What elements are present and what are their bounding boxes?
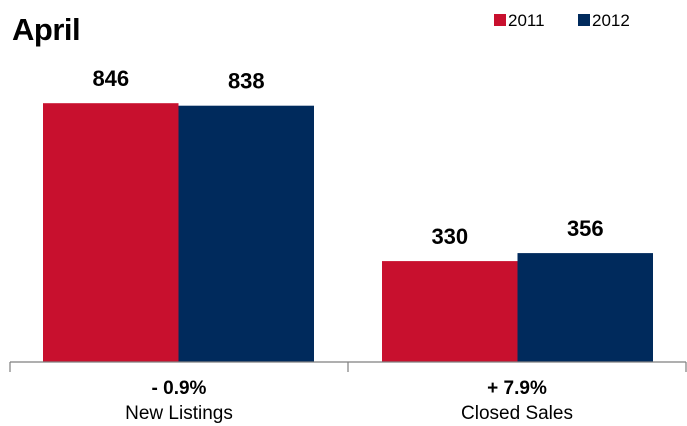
bar-2011-closed-sales bbox=[382, 261, 518, 362]
change-label-closed-sales: + 7.9% bbox=[487, 378, 547, 399]
value-label-2012-new-listings: 838 bbox=[228, 69, 265, 94]
legend-swatch-2012 bbox=[578, 14, 590, 26]
bar-2011-new-listings bbox=[43, 103, 179, 362]
legend-label-2012: 2012 bbox=[592, 11, 630, 30]
category-label-closed-sales: Closed Sales bbox=[461, 403, 573, 424]
category-labels: - 0.9% New Listings + 7.9% Closed Sales bbox=[125, 378, 573, 424]
change-label-new-listings: - 0.9% bbox=[152, 378, 207, 399]
value-label-2011-new-listings: 846 bbox=[92, 66, 129, 91]
value-label-2011-closed-sales: 330 bbox=[431, 224, 468, 249]
chart-title: April bbox=[12, 12, 80, 47]
category-label-new-listings: New Listings bbox=[125, 403, 233, 424]
legend-label-2011: 2011 bbox=[508, 11, 545, 30]
x-axis bbox=[9, 361, 687, 372]
bar-2012-new-listings bbox=[178, 105, 314, 362]
legend: 2011 2012 bbox=[494, 11, 630, 30]
legend-swatch-2011 bbox=[494, 14, 506, 26]
bar-2012-closed-sales bbox=[517, 253, 653, 362]
value-label-2012-closed-sales: 356 bbox=[567, 216, 604, 241]
bars: 846 838 330 356 bbox=[43, 66, 653, 362]
